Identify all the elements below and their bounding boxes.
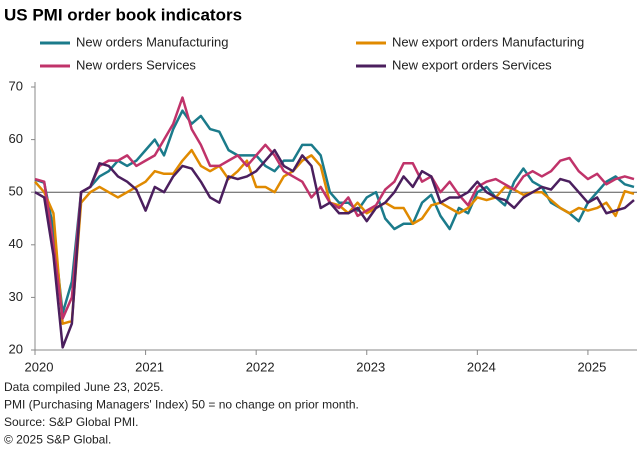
- footnote: Data compiled June 23, 2025.: [4, 380, 163, 394]
- y-tick-label: 50: [9, 184, 23, 199]
- x-tick-label: 2021: [135, 359, 164, 374]
- x-tick-label: 2024: [467, 359, 496, 374]
- series-line: [34, 148, 635, 349]
- y-tick-label: 70: [9, 78, 23, 93]
- legend-label: New orders Services: [76, 57, 196, 72]
- y-tick-label: 60: [9, 131, 23, 146]
- footnote: PMI (Purchasing Managers' Index) 50 = no…: [4, 398, 359, 412]
- y-tick-label: 40: [9, 236, 23, 251]
- x-tick-label: 2025: [577, 359, 606, 374]
- x-tick-label: 2023: [356, 359, 385, 374]
- footnote: Source: S&P Global PMI.: [4, 415, 139, 429]
- x-tick-label: 2020: [25, 359, 54, 374]
- legend-label: New export orders Services: [392, 57, 552, 72]
- legend-label: New orders Manufacturing: [76, 34, 228, 49]
- x-tick-label: 2022: [246, 359, 275, 374]
- series-line: [34, 96, 635, 320]
- footnote: © 2025 S&P Global.: [4, 433, 111, 447]
- chart-title: US PMI order book indicators: [4, 5, 242, 24]
- series-line: [34, 109, 635, 315]
- y-tick-label: 30: [9, 289, 23, 304]
- y-tick-label: 20: [9, 341, 23, 356]
- legend-label: New export orders Manufacturing: [392, 34, 584, 49]
